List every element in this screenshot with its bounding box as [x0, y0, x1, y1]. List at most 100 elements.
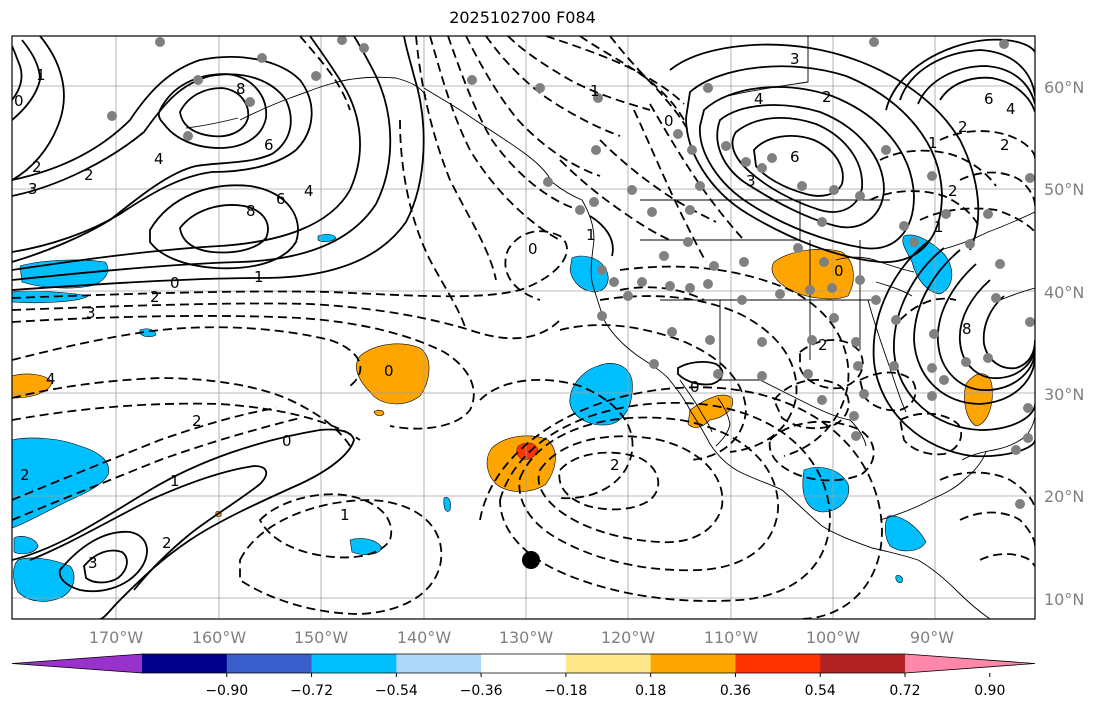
contour-label: 0 [282, 432, 292, 450]
contour-label: 4 [304, 182, 314, 200]
longitude-labels: 170°W 160°W 150°W 140°W 130°W 120°W 110°… [89, 628, 954, 647]
colorbar-segment [226, 654, 313, 673]
map-frame [11, 35, 1036, 620]
colorbar-tick-label: −0.54 [375, 683, 418, 699]
colorbar-extend-high [905, 654, 1035, 673]
contour-label: 4 [1006, 100, 1016, 118]
blue-anomaly-region [884, 515, 927, 552]
dashed-contours [12, 36, 1035, 619]
lat-label: 20°N [1044, 487, 1084, 506]
contour-label: 0 [384, 362, 394, 380]
contour-label: 2 [20, 466, 30, 484]
lon-label: 140°W [397, 628, 452, 647]
lon-label: 170°W [89, 628, 144, 647]
contour-labels: 1 0 2 3 8 6 4 8 6 4 2 0 1 2 3 4 2 0 1 2 … [14, 50, 1016, 572]
colorbar-segment [650, 654, 736, 673]
contour-label: 2 [610, 456, 620, 474]
contour-label: 0 [690, 378, 700, 396]
lon-label: 130°W [499, 628, 554, 647]
blue-anomaly-region [12, 437, 110, 529]
contour-label: 0 [528, 240, 538, 258]
lat-label: 10°N [1044, 590, 1084, 609]
lon-label: 100°W [806, 628, 861, 647]
contour-label: 1 [928, 134, 938, 152]
lon-label: 150°W [294, 628, 349, 647]
contour-label: 2 [150, 288, 160, 306]
orange-anomaly-region [356, 343, 430, 405]
contour-label: 0 [834, 262, 844, 280]
lon-label: 110°W [704, 628, 759, 647]
contour-label: 3 [88, 554, 98, 572]
colorbar-segment [311, 654, 397, 673]
colorbar-ticks: −0.90 −0.72 −0.54 −0.36 −0.18 0.18 0.36 0.54 0.7… [205, 673, 1005, 699]
map-title: 2025102700 F084 [449, 8, 596, 27]
latitude-labels: 60°N 50°N 40°N 30°N 20°N 10°N [1044, 78, 1084, 609]
blue-anomaly-region [443, 497, 451, 512]
contour-label: 2 [162, 534, 172, 552]
contour-label: 1 [36, 66, 46, 84]
orange-anomaly-region [964, 373, 993, 427]
contour-label: 2 [1000, 136, 1010, 154]
colorbar-segment [142, 654, 228, 673]
contour-label: 0 [170, 274, 180, 292]
contour-label: 0 [14, 92, 24, 110]
contour-label: 1 [590, 82, 600, 100]
contour-label: 1 [586, 226, 596, 244]
contour-label: 3 [790, 50, 800, 68]
orange-anomaly-region [373, 409, 385, 417]
contour-label: 3 [28, 180, 38, 198]
lon-label: 160°W [192, 628, 247, 647]
contour-label: 2 [32, 158, 42, 176]
contour-label: 1 [254, 268, 264, 286]
colorbar-outline [11, 653, 1036, 674]
blue-anomaly-region [569, 255, 609, 293]
contour-label: 6 [790, 148, 800, 166]
colorbar: −0.90 −0.72 −0.54 −0.36 −0.18 0.18 0.36 0.54 0.7… [11, 653, 1036, 699]
colorbar-segment [396, 654, 482, 673]
contour-label: 2 [192, 412, 202, 430]
contour-label: 2 [818, 336, 828, 354]
contour-label: 2 [948, 182, 958, 200]
contour-label: 8 [236, 80, 246, 98]
contour-label: 3 [746, 172, 756, 190]
colorbar-segment [735, 654, 821, 673]
colorbar-tick-label: −0.72 [290, 683, 333, 699]
contour-label: 6 [276, 190, 286, 208]
blue-anomaly-region [13, 536, 39, 555]
colorbar-tick-label: 0.54 [805, 683, 836, 699]
contour-label: 2 [84, 166, 94, 184]
location-marker[interactable] [522, 551, 540, 569]
lat-label: 50°N [1044, 180, 1084, 199]
colorbar-segments [11, 653, 1036, 674]
lat-label: 60°N [1044, 78, 1084, 97]
contour-label: 2 [822, 88, 832, 106]
colorbar-segment [565, 654, 652, 673]
contour-label: 6 [264, 136, 274, 154]
colorbar-extend-low [12, 654, 142, 673]
contour-label: 4 [154, 150, 164, 168]
colorbar-tick-label: −0.36 [460, 683, 503, 699]
station-dots [107, 36, 1035, 509]
contour-label: 1 [170, 472, 180, 490]
colorbar-segment [481, 654, 567, 673]
contour-label: 8 [246, 202, 256, 220]
coastlines [185, 36, 1035, 619]
contour-label: 4 [754, 90, 764, 108]
contour-label: 1 [934, 218, 944, 236]
contour-label: 4 [46, 370, 56, 388]
lat-label: 40°N [1044, 283, 1084, 302]
colorbar-segment [820, 654, 906, 673]
contour-label: 2 [958, 118, 968, 136]
lon-label: 90°W [910, 628, 954, 647]
contour-label: 1 [340, 506, 350, 524]
contour-label: 6 [984, 90, 994, 108]
lat-label: 30°N [1044, 385, 1084, 404]
colorbar-tick-label: 0.36 [720, 683, 751, 699]
blue-anomaly-region [895, 575, 903, 583]
colorbar-tick-label: 0.18 [635, 683, 666, 699]
colorbar-tick-label: −0.18 [544, 683, 587, 699]
solid-contours [12, 36, 1035, 619]
lon-label: 120°W [601, 628, 656, 647]
colorbar-tick-label: 0.72 [889, 683, 920, 699]
